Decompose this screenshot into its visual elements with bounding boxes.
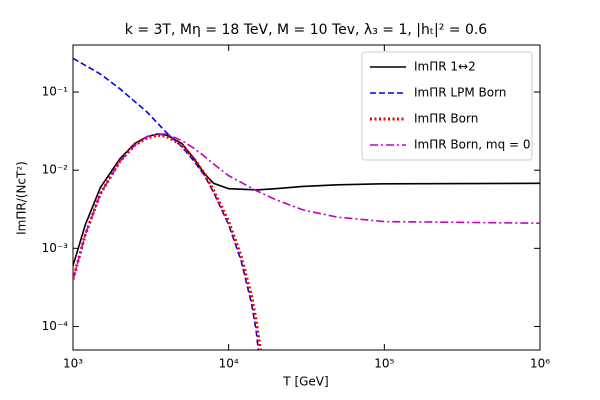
y-tick-label: 10⁻² [42,163,69,177]
series-line [73,133,262,350]
x-tick-label: 10⁴ [219,357,239,371]
legend-label: ImΠR 1↔2 [414,60,476,74]
series-line [73,57,260,350]
y-tick-label: 10⁻³ [42,241,69,255]
plot-frame [72,44,541,351]
y-axis-label: ImΠR/(NcT²) [15,161,29,235]
y-tick-label: 10⁻¹ [42,85,69,99]
series-line [73,133,540,266]
x-tick-label: 10³ [63,357,83,371]
plot-area [73,57,540,350]
chart-title: k = 3T, Mη = 18 TeV, M = 10 Tev, λ₃ = 1,… [125,22,488,38]
legend-label: ImΠR Born, mq = 0 [414,138,531,152]
legend-label: ImΠR LPM Born [414,86,506,100]
x-tick-label: 10⁵ [374,357,394,371]
x-tick-label: 10⁶ [530,357,550,371]
legend-label: ImΠR Born [414,112,478,126]
x-axis-label: T [GeV] [282,375,328,389]
y-tick-label: 10⁻⁴ [42,319,69,333]
legend-box [361,51,533,161]
series-line [73,133,540,280]
